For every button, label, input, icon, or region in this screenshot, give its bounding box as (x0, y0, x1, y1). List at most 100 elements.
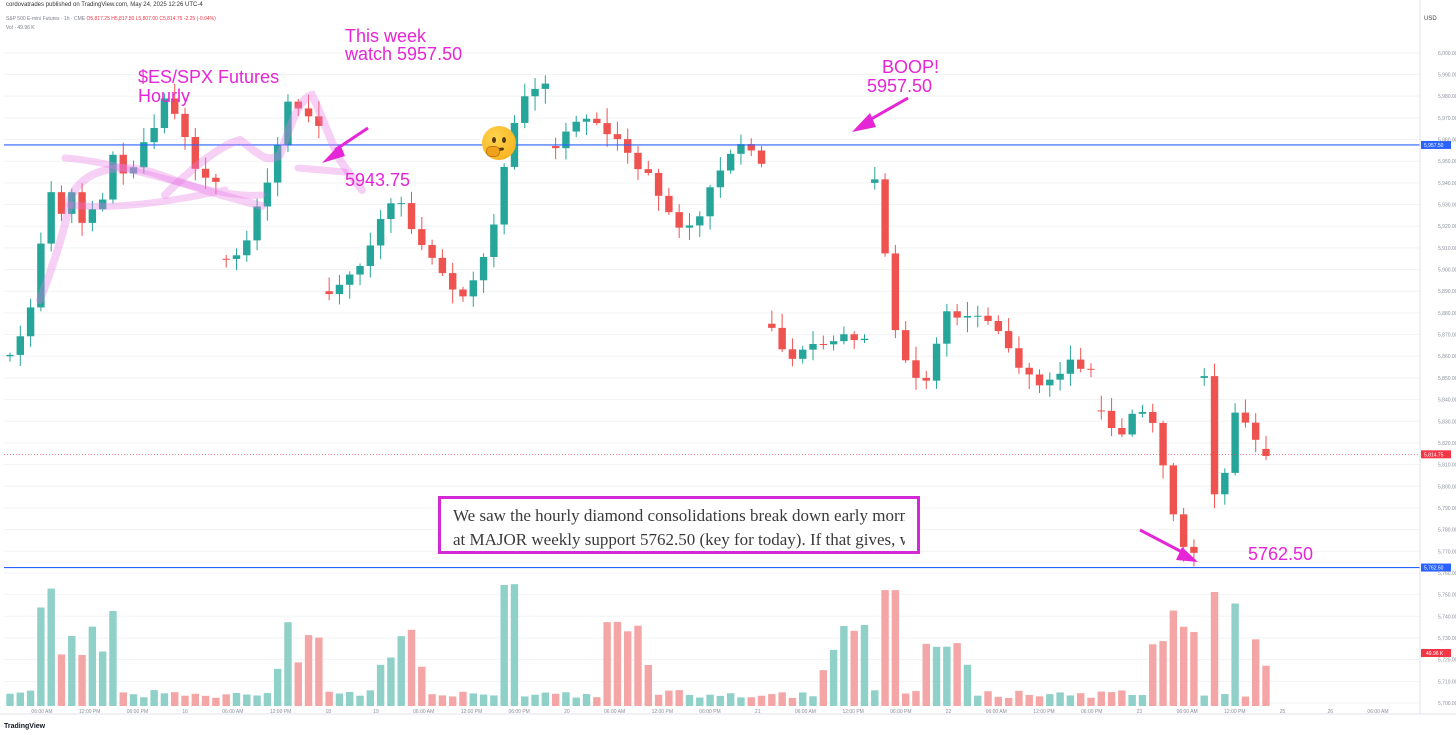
volume-bar (346, 692, 354, 706)
arrow-head (322, 144, 345, 163)
candle-body (438, 257, 447, 274)
price-tick-label: 5,960.00 (1438, 138, 1456, 144)
time-tick-label: 12:00 PM (461, 709, 482, 715)
volume-bar (943, 646, 951, 706)
volume-bar (994, 696, 1003, 706)
volume-bar (16, 692, 25, 706)
candle-body (829, 341, 838, 345)
volume-bar (1241, 696, 1250, 706)
time-tick-label: 23 (1137, 709, 1143, 715)
candle-body (263, 182, 272, 207)
candle-body (1200, 376, 1208, 378)
candle-body (912, 360, 920, 378)
volume-bar (376, 664, 385, 706)
arrow-shaft (1139, 528, 1183, 554)
candle-body (88, 209, 97, 223)
volume-bar (531, 694, 539, 706)
price-tick-label: 5,790.00 (1438, 506, 1456, 512)
volume-bar (1035, 696, 1044, 706)
volume-bar (819, 670, 828, 706)
volume-legend: Vol · 49.96 K (6, 25, 35, 31)
candle-body (799, 349, 807, 359)
candle-body (140, 142, 148, 168)
candle-body (860, 338, 869, 341)
level-price-label: 5,957.50 (1424, 143, 1444, 149)
volume-bar (26, 690, 35, 706)
volume-bar (428, 694, 436, 706)
currency-label[interactable]: USD (1424, 16, 1437, 22)
volume-bar (963, 664, 972, 706)
time-tick-label: 12:00 PM (842, 709, 863, 715)
volume-bar (778, 692, 786, 706)
volume-bar (685, 694, 694, 706)
candle-body (1169, 465, 1178, 515)
candle-body (201, 168, 210, 178)
time-tick-label: 12:00 PM (270, 709, 291, 715)
candle-body (1241, 412, 1250, 423)
candle-body (1179, 514, 1188, 547)
volume-bar (1046, 694, 1054, 706)
annotation-boop-line2: 5957.50 (867, 76, 933, 96)
time-tick-label: 19 (373, 709, 379, 715)
candle-body (1138, 412, 1147, 414)
volume-bar (623, 631, 632, 706)
time-tick-label: 22 (946, 709, 952, 715)
candle-body (335, 284, 344, 295)
candle-body (315, 116, 323, 126)
time-tick-label: 06:00 PM (127, 709, 148, 715)
volume-bar (984, 691, 992, 706)
candle-body (932, 343, 941, 381)
candle-body (1046, 379, 1054, 386)
price-tick-label: 5,910.00 (1438, 246, 1456, 252)
volume-bar (140, 697, 148, 706)
price-tick-label: 5,760.00 (1438, 571, 1456, 577)
time-tick-label: 06:00 AM (1367, 709, 1388, 715)
volume-bar (171, 692, 179, 706)
volume-bars (6, 584, 1270, 706)
symbol-legend: S&P 500 E-mini Futures · 1h · CME O5,817… (6, 16, 216, 22)
volume-bar (654, 694, 663, 706)
candle-body (6, 354, 14, 357)
candle-body (768, 323, 776, 328)
volume-bar (1251, 639, 1260, 706)
candle-body (243, 240, 251, 256)
candle-body (593, 118, 601, 124)
volume-bar (737, 697, 745, 706)
candle-body (922, 377, 930, 381)
volume-bar (1190, 632, 1198, 706)
volume-bar (644, 665, 653, 706)
price-tick-label: 5,770.00 (1438, 549, 1456, 555)
candle-body (78, 192, 86, 223)
volume-bar (932, 646, 941, 706)
volume-bar (448, 696, 457, 706)
arrow-shaft (865, 96, 909, 124)
volume-bar (696, 697, 704, 706)
candle-body (634, 152, 642, 170)
candle-body (304, 108, 313, 117)
volume-bar (1118, 690, 1126, 706)
last-price-tag (1421, 450, 1451, 459)
volume-bar (726, 693, 735, 706)
price-tick-label: 5,740.00 (1438, 614, 1456, 620)
price-tick-label: 5,950.00 (1438, 159, 1456, 165)
volume-bar (387, 657, 395, 706)
arrow-head (1176, 547, 1198, 562)
last-volume-label: 49.96 K (1426, 651, 1444, 657)
price-tick-label: 5,700.00 (1438, 701, 1456, 707)
volume-bar (1138, 695, 1147, 706)
candle-body (953, 311, 961, 318)
candle-body (479, 256, 488, 281)
level-price-tag (1421, 563, 1451, 572)
price-tick-label: 5,890.00 (1438, 289, 1456, 295)
candle-body (654, 172, 663, 196)
volume-bar (366, 690, 375, 706)
price-tick-label: 5,880.00 (1438, 311, 1456, 317)
time-tick-label: 06:00 AM (1177, 709, 1198, 715)
time-tick-label: 06:00 PM (890, 709, 911, 715)
price-tick-label: 5,810.00 (1438, 463, 1456, 469)
candle-body (521, 96, 529, 123)
candle-body (1210, 376, 1219, 495)
candle-body (212, 177, 220, 182)
level-price-tag (1421, 140, 1451, 149)
volume-bar (665, 690, 673, 706)
